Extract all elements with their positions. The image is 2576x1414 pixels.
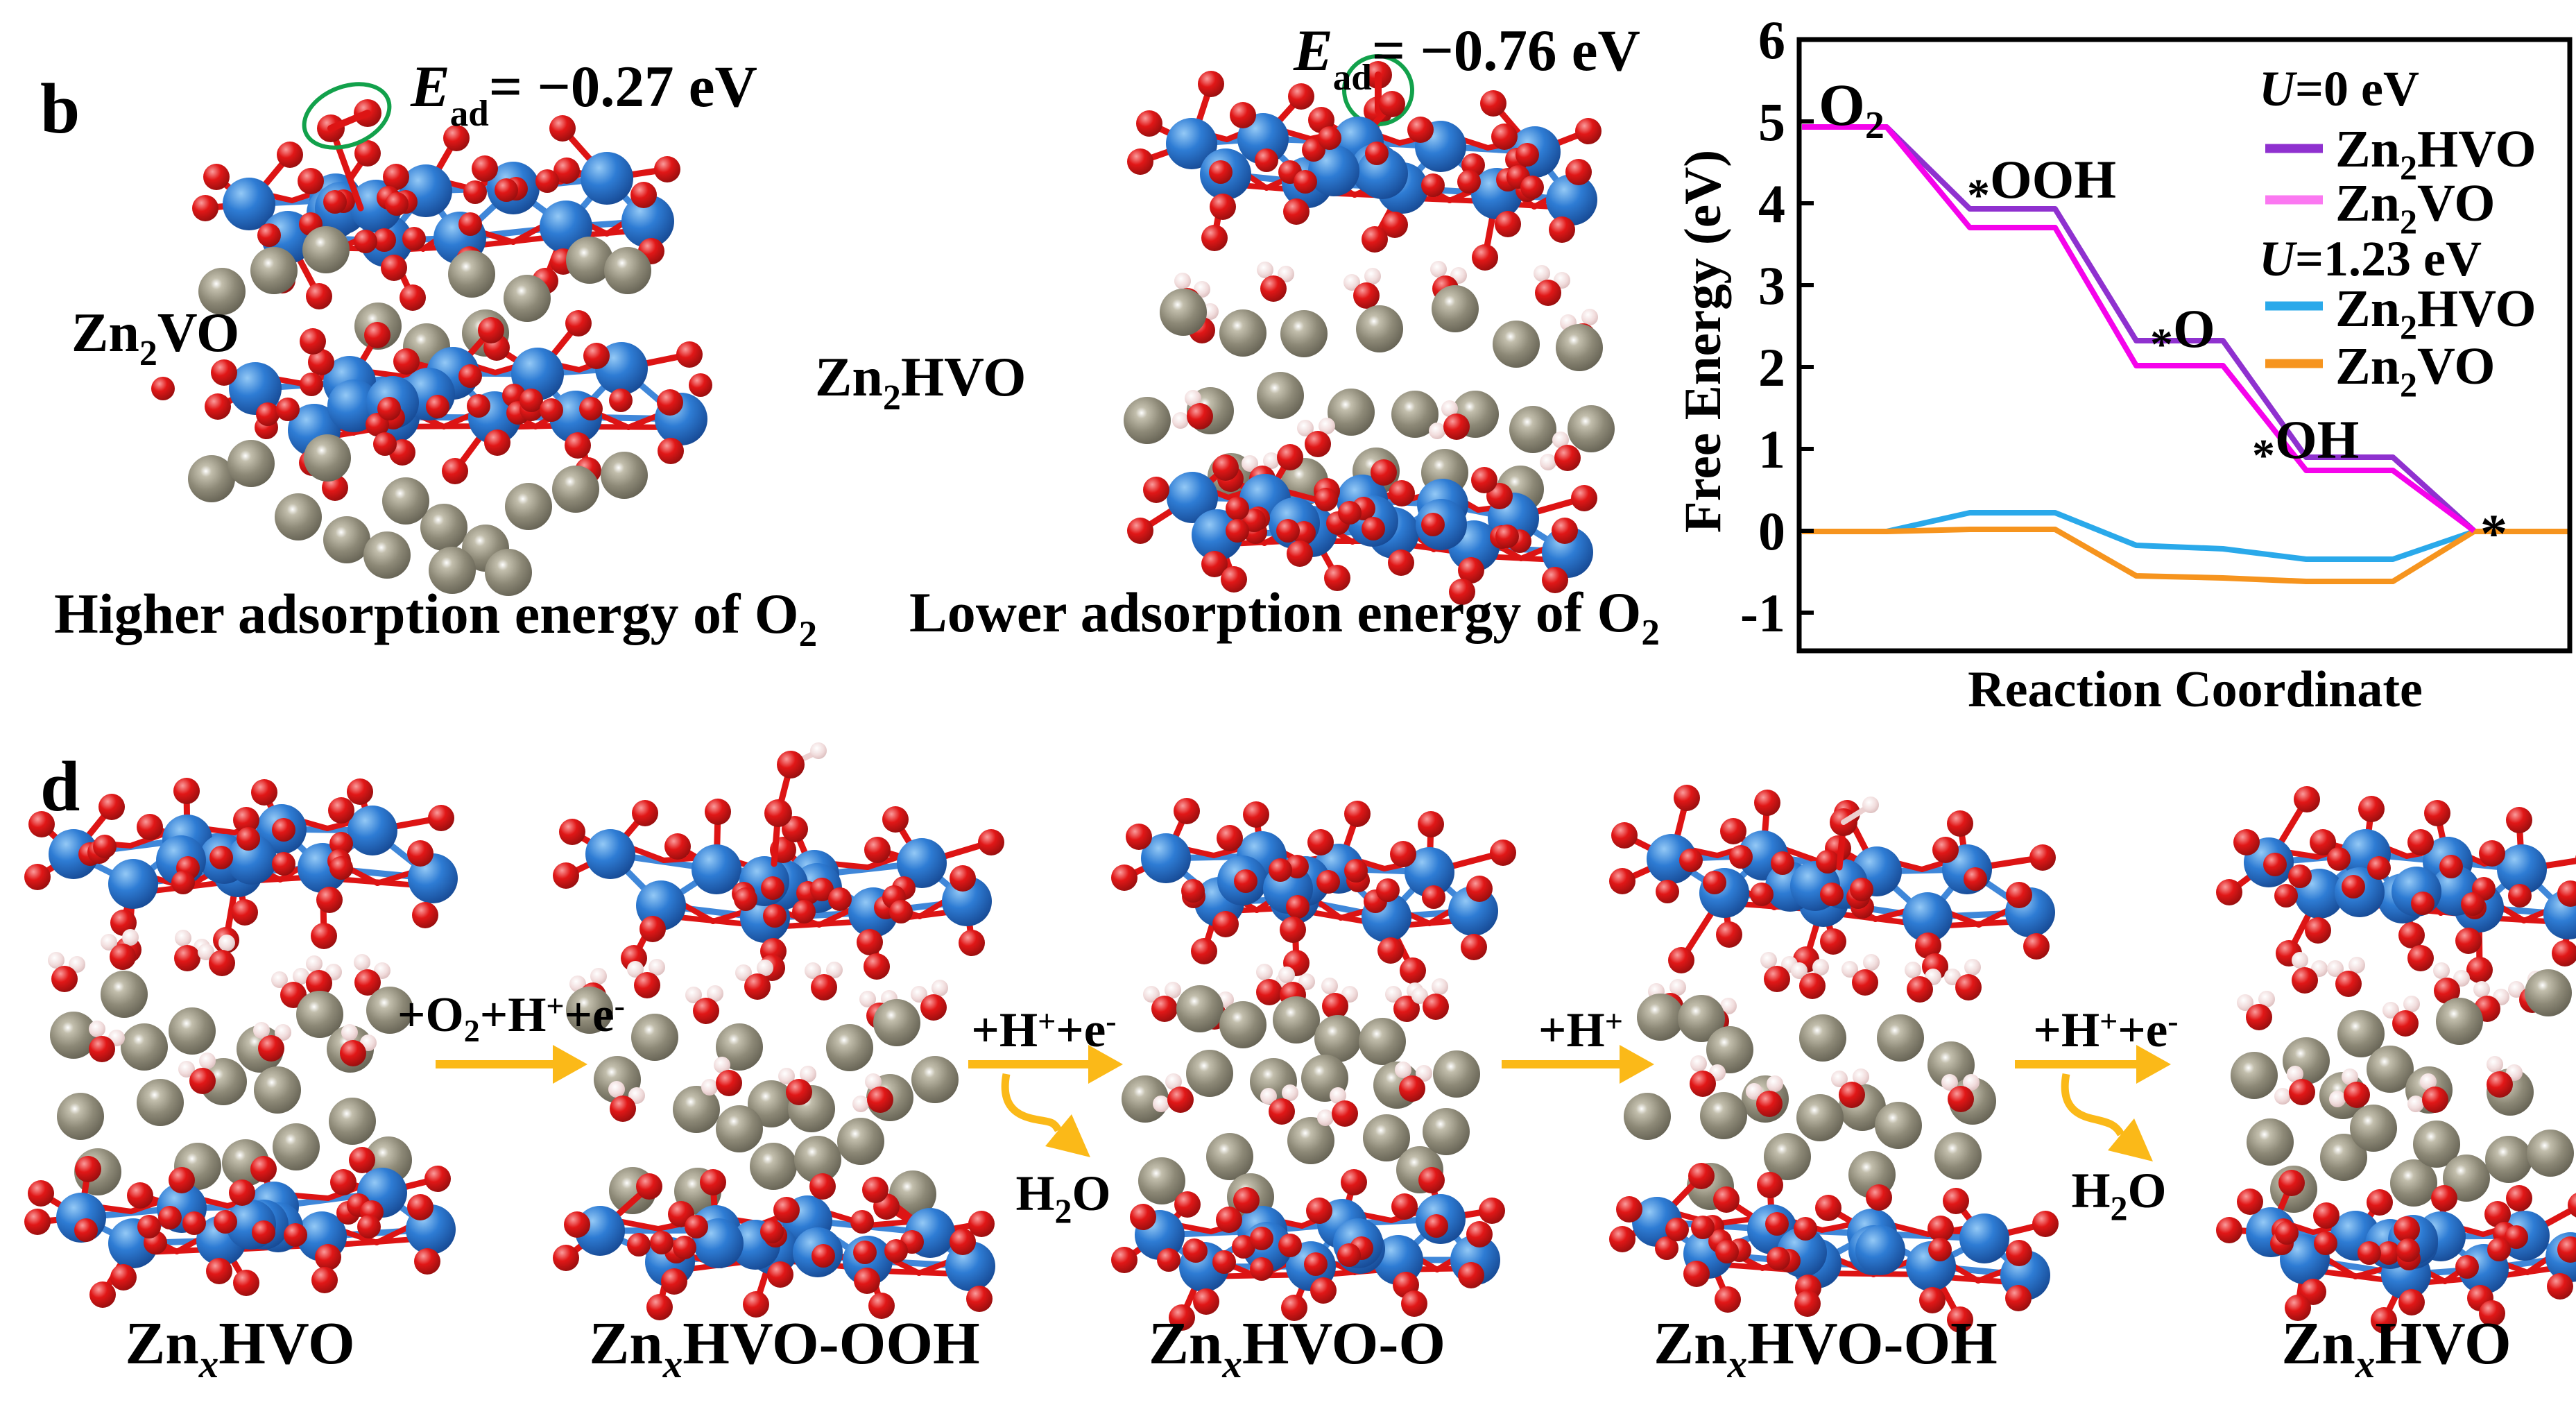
svg-text:Ead= −0.27 eV: Ead= −0.27 eV: [410, 54, 757, 134]
svg-text:ZnxHVO: ZnxHVO: [125, 1309, 354, 1386]
svg-text:Zn2HVO: Zn2HVO: [815, 347, 1026, 418]
svg-text:2: 2: [1758, 337, 1785, 398]
svg-text:H2O: H2O: [2071, 1163, 2166, 1227]
svg-text:*OOH: *OOH: [1967, 149, 2116, 221]
svg-text:Higher adsorption energy of O2: Higher adsorption energy of O2: [54, 582, 817, 654]
svg-text:-1: -1: [1740, 583, 1785, 643]
svg-text:6: 6: [1758, 10, 1785, 70]
svg-text:U=1.23 eV: U=1.23 eV: [2259, 231, 2482, 287]
svg-text:Zn2HVO: Zn2HVO: [2335, 280, 2536, 346]
svg-text:U=0 eV: U=0 eV: [2259, 61, 2419, 117]
svg-text:+O2+H++e-: +O2+H++e-: [397, 988, 625, 1048]
svg-text:*O: *O: [2150, 298, 2215, 370]
svg-text:Lower adsorption energy of O2: Lower adsorption energy of O2: [909, 581, 1660, 653]
svg-text:ZnxHVO: ZnxHVO: [2281, 1309, 2511, 1386]
svg-text:4: 4: [1758, 173, 1785, 234]
svg-text:+H++e-: +H++e-: [971, 1003, 1116, 1057]
svg-text:Free Energy (eV): Free Energy (eV): [1674, 150, 1732, 534]
svg-text:Ead= −0.76 eV: Ead= −0.76 eV: [1293, 18, 1640, 98]
svg-text:ZnxHVO-OOH: ZnxHVO-OOH: [589, 1309, 979, 1386]
svg-text:Zn2HVO: Zn2HVO: [2335, 120, 2536, 187]
svg-text:d: d: [40, 747, 80, 826]
svg-text:ZnxHVO-OH: ZnxHVO-OH: [1654, 1309, 1998, 1386]
svg-text:*: *: [2480, 503, 2507, 563]
svg-text:1: 1: [1758, 419, 1785, 479]
svg-text:Zn2VO: Zn2VO: [2335, 337, 2495, 404]
svg-text:b: b: [40, 69, 80, 148]
svg-text:ZnxHVO-O: ZnxHVO-O: [1149, 1309, 1445, 1386]
svg-text:3: 3: [1758, 255, 1785, 316]
svg-text:+H++e-: +H++e-: [2033, 1003, 2178, 1057]
svg-text:*OH: *OH: [2252, 409, 2359, 481]
svg-text:0: 0: [1758, 501, 1785, 561]
svg-text:5: 5: [1758, 92, 1785, 152]
svg-text:Reaction Coordinate: Reaction Coordinate: [1968, 661, 2423, 718]
